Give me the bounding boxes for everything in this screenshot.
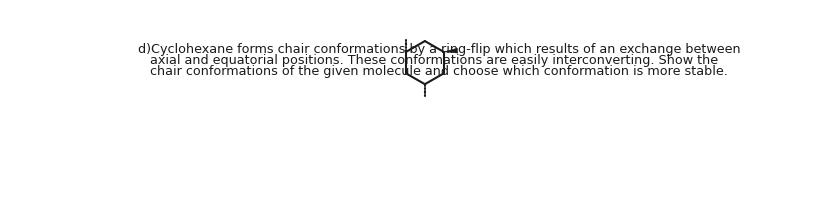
- Polygon shape: [444, 49, 458, 54]
- Text: d)Cyclohexane forms chair conformations by a ring-flip which results of an excha: d)Cyclohexane forms chair conformations …: [139, 43, 741, 56]
- Text: chair conformations of the given molecule and choose which conformation is more : chair conformations of the given molecul…: [139, 64, 729, 77]
- Text: axial and equatorial positions. These conformations are easily interconverting. : axial and equatorial positions. These co…: [139, 54, 719, 67]
